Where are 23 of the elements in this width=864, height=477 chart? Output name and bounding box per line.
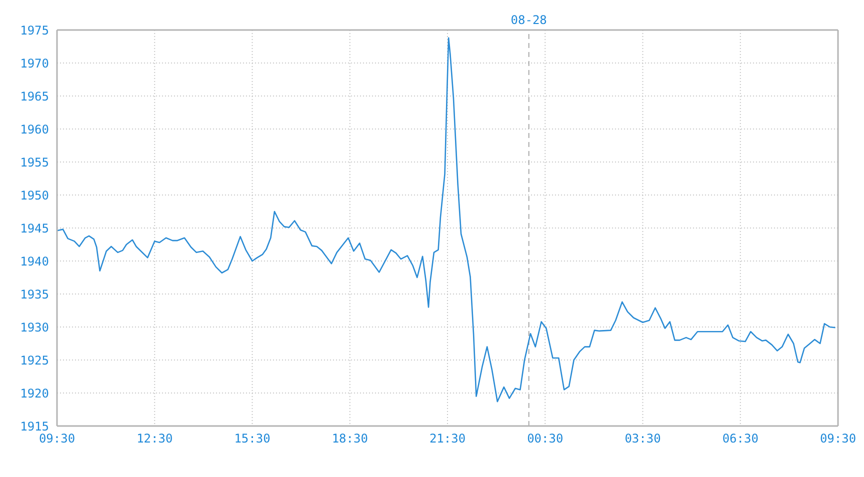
x-tick-label: 00:30	[527, 432, 564, 446]
y-tick-label: 1955	[20, 155, 49, 170]
x-tick-label: 12:30	[136, 432, 173, 446]
y-tick-label: 1925	[20, 353, 49, 368]
y-tick-label: 1975	[20, 23, 49, 38]
y-tick-label: 1940	[20, 254, 49, 268]
y-tick-label: 1935	[20, 287, 49, 302]
y-tick-label: 1960	[20, 122, 49, 136]
x-tick-label: 09:30	[820, 432, 856, 446]
x-tick-label: 09:30	[38, 432, 76, 446]
x-tick-label: 15:30	[234, 432, 270, 446]
y-tick-label: 1915	[20, 419, 49, 434]
y-tick-label: 1950	[20, 188, 49, 202]
y-tick-label: 1920	[20, 386, 49, 400]
y-tick-label: 1945	[20, 221, 49, 236]
x-tick-label: 18:30	[332, 432, 368, 446]
y-tick-label: 1970	[20, 56, 49, 70]
y-tick-label: 1930	[20, 320, 49, 334]
x-tick-label: 06:30	[722, 432, 758, 446]
x-tick-label: 21:30	[429, 432, 466, 446]
x-tick-label: 03:30	[624, 432, 661, 446]
ref-line-label: 08-28	[510, 13, 547, 27]
y-tick-label: 1965	[20, 89, 49, 104]
